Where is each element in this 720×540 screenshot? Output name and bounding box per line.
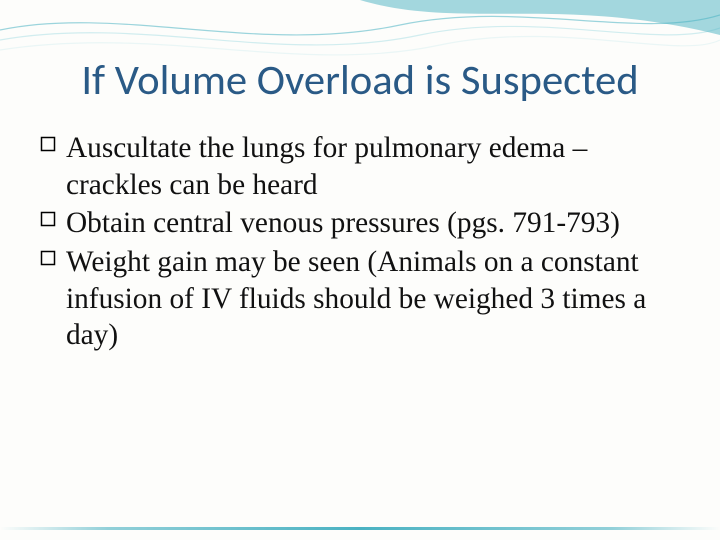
slide-title: If Volume Overload is Suspected	[0, 54, 720, 106]
bullet-item: Obtain central venous pressures (pgs. 79…	[40, 205, 680, 242]
bullet-item: Weight gain may be seen (Animals on a co…	[40, 244, 680, 354]
bullet-text: Obtain central venous pressures (pgs. 79…	[66, 205, 680, 242]
slide-body: Auscultate the lungs for pulmonary edema…	[40, 130, 680, 356]
wave-2	[0, 26, 720, 44]
wave-fill	[360, 0, 720, 35]
wave-3	[0, 36, 720, 54]
wave-1	[0, 15, 720, 35]
square-outline-icon	[40, 244, 66, 266]
square-outline-icon	[40, 130, 66, 152]
bullet-item: Auscultate the lungs for pulmonary edema…	[40, 130, 680, 203]
footer-accent-line	[0, 527, 720, 530]
bullet-text: Weight gain may be seen (Animals on a co…	[66, 244, 680, 354]
square-outline-icon	[40, 205, 66, 227]
bullet-text: Auscultate the lungs for pulmonary edema…	[66, 130, 680, 203]
slide: If Volume Overload is Suspected Ausculta…	[0, 0, 720, 540]
